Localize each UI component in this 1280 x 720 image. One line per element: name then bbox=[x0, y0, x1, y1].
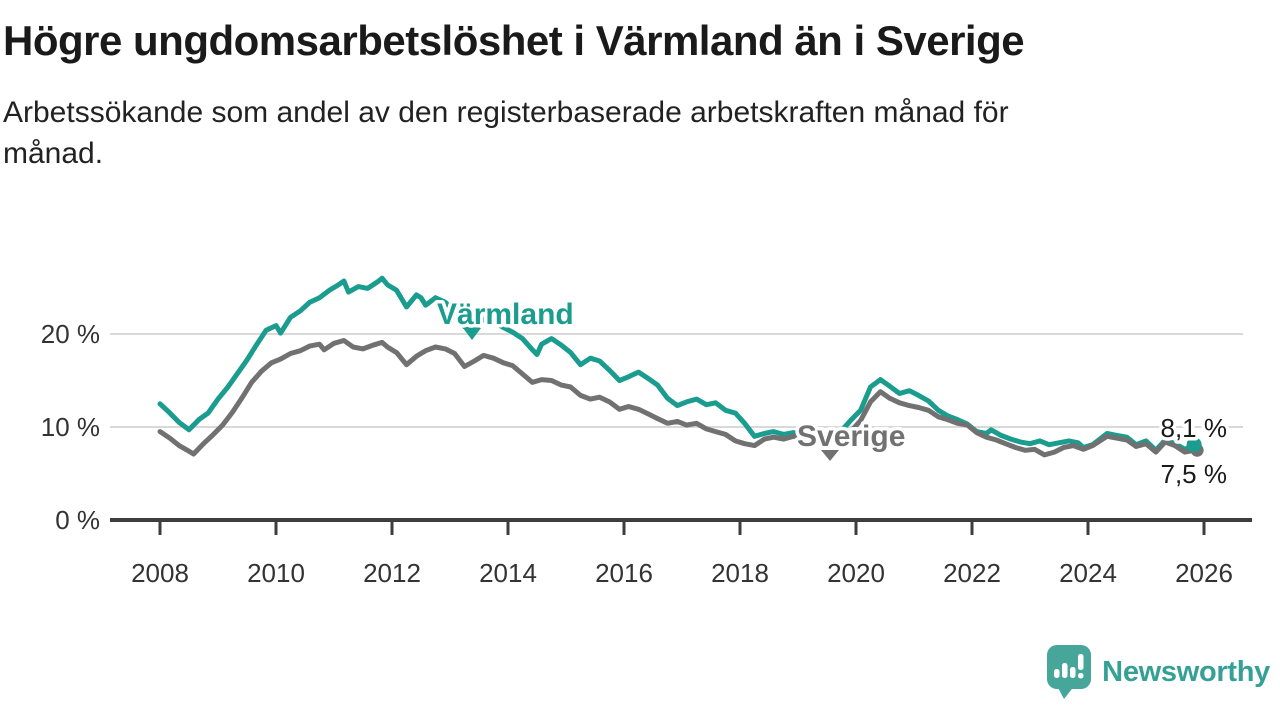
y-tick-label-20: 20 % bbox=[41, 319, 100, 349]
x-tick-label-2010: 2010 bbox=[247, 558, 305, 588]
varmland-line bbox=[157, 275, 1197, 453]
x-tick-label-2016: 2016 bbox=[595, 558, 653, 588]
subtitle-line-1: Arbetssökande som andel av den registerb… bbox=[3, 96, 1009, 130]
sverige-label-caret-icon bbox=[821, 450, 839, 461]
x-tick-label-2014: 2014 bbox=[479, 558, 537, 588]
varmland-series-label: Värmland bbox=[437, 298, 574, 331]
sverige-series-label: Sverige bbox=[797, 420, 905, 453]
x-tick-label-2012: 2012 bbox=[363, 558, 421, 588]
varmland-end-dot bbox=[1186, 437, 1202, 453]
brand-footer: Newsworthy bbox=[1046, 644, 1270, 700]
y-tick-label-0: 0 % bbox=[55, 505, 100, 535]
page-title: Högre ungdomsarbetslöshet i Värmland än … bbox=[3, 17, 1025, 64]
varmland-label-caret-icon bbox=[463, 328, 481, 340]
x-tick-label-2008: 2008 bbox=[131, 558, 189, 588]
x-tick-label-2020: 2020 bbox=[827, 558, 885, 588]
chart-subtitle: Arbetssökande som andel av den registerb… bbox=[3, 92, 1273, 174]
chart-header: Högre ungdomsarbetslöshet i Värmland än … bbox=[3, 17, 1273, 174]
x-tick-label-2018: 2018 bbox=[711, 558, 769, 588]
x-tick-label-2026: 2026 bbox=[1175, 558, 1233, 588]
newsworthy-logo-icon bbox=[1047, 645, 1092, 699]
x-tick-label-2024: 2024 bbox=[1059, 558, 1117, 588]
sverige-line bbox=[157, 338, 1197, 458]
subtitle-line-2: månad. bbox=[3, 137, 104, 171]
sverige-end-value-label: 7,5 % bbox=[1161, 459, 1228, 489]
y-tick-label-10: 10 % bbox=[41, 412, 100, 442]
x-tick-label-2022: 2022 bbox=[943, 558, 1001, 588]
brand-name: Newsworthy bbox=[1102, 655, 1270, 688]
varmland-end-value-label: 8,1 % bbox=[1161, 413, 1228, 443]
